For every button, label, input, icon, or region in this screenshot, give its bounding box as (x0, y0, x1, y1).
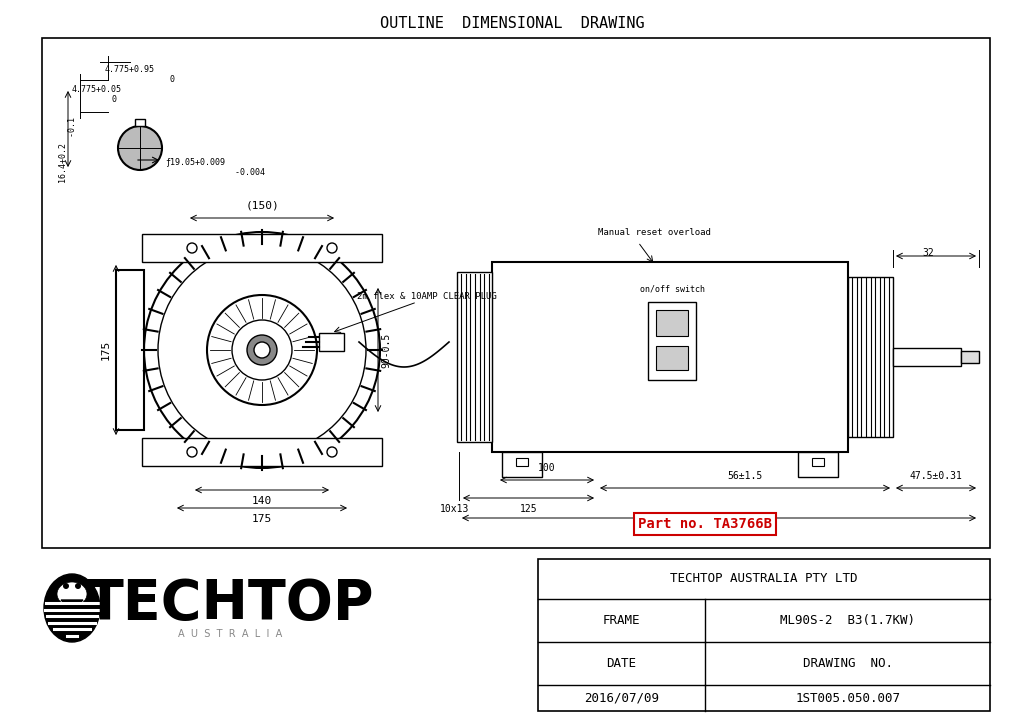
Text: 4.775+0.05
        0: 4.775+0.05 0 (72, 85, 122, 104)
Text: 2016/07/09: 2016/07/09 (584, 691, 659, 704)
Bar (502, 452, 542, 477)
Text: DATE: DATE (606, 657, 637, 670)
Text: 175: 175 (101, 340, 111, 360)
Text: 4.775+0.95
             0: 4.775+0.95 0 (105, 65, 175, 85)
Text: 32: 32 (923, 248, 934, 258)
Polygon shape (61, 600, 83, 610)
Bar (648, 302, 696, 380)
Text: DRAWING  NO.: DRAWING NO. (803, 657, 893, 670)
Bar (656, 346, 688, 370)
Text: ML90S-2  B3(1.7KW): ML90S-2 B3(1.7KW) (780, 614, 915, 627)
Text: 47.5±0.31: 47.5±0.31 (909, 471, 963, 481)
Bar (457, 272, 492, 442)
Text: ƒ19.05+0.009
              -0.004: ƒ19.05+0.009 -0.004 (165, 158, 265, 177)
Circle shape (247, 335, 278, 365)
Bar (961, 351, 979, 363)
Ellipse shape (44, 574, 100, 642)
Bar (812, 458, 824, 466)
Bar (142, 438, 382, 466)
Text: TECHTOP AUSTRALIA PTY LTD: TECHTOP AUSTRALIA PTY LTD (671, 573, 858, 586)
Text: 100: 100 (539, 463, 556, 473)
Text: TECHTOP: TECHTOP (86, 577, 374, 631)
Circle shape (118, 126, 162, 170)
Text: 1ST005.050.007: 1ST005.050.007 (795, 691, 900, 704)
Bar (848, 277, 893, 437)
Bar (798, 452, 838, 477)
Bar (893, 348, 961, 366)
Circle shape (63, 583, 69, 589)
Ellipse shape (57, 582, 87, 606)
Text: 10x13: 10x13 (440, 504, 470, 514)
Bar (142, 234, 382, 262)
Text: 2m flex & 10AMP CLEAR PLUG: 2m flex & 10AMP CLEAR PLUG (357, 292, 497, 301)
Text: FRAME: FRAME (603, 614, 640, 627)
Text: 175: 175 (252, 514, 272, 524)
Circle shape (254, 342, 270, 358)
Text: 90-0.5: 90-0.5 (381, 333, 391, 367)
Bar (516, 458, 528, 466)
Text: 16.4+0.2
         -0.1: 16.4+0.2 -0.1 (58, 118, 78, 182)
Text: OUTLINE  DIMENSIONAL  DRAWING: OUTLINE DIMENSIONAL DRAWING (380, 16, 644, 31)
Bar (116, 270, 144, 430)
Text: A  U  S  T  R  A  L  I  A: A U S T R A L I A (178, 629, 283, 639)
Text: Manual reset overload: Manual reset overload (598, 228, 711, 237)
Bar (319, 333, 344, 351)
Bar (42, 38, 990, 548)
Text: 140: 140 (252, 496, 272, 506)
Text: (335): (335) (702, 524, 736, 534)
Bar (656, 310, 688, 336)
Text: 56±1.5: 56±1.5 (727, 471, 763, 481)
Text: 125: 125 (520, 504, 538, 514)
Text: on/off switch: on/off switch (640, 285, 705, 294)
Bar (492, 262, 848, 452)
Text: Part no. TA3766B: Part no. TA3766B (638, 517, 772, 531)
Circle shape (75, 583, 81, 589)
Bar (538, 559, 990, 711)
Bar (135, 119, 145, 126)
Text: (150): (150) (245, 201, 279, 211)
